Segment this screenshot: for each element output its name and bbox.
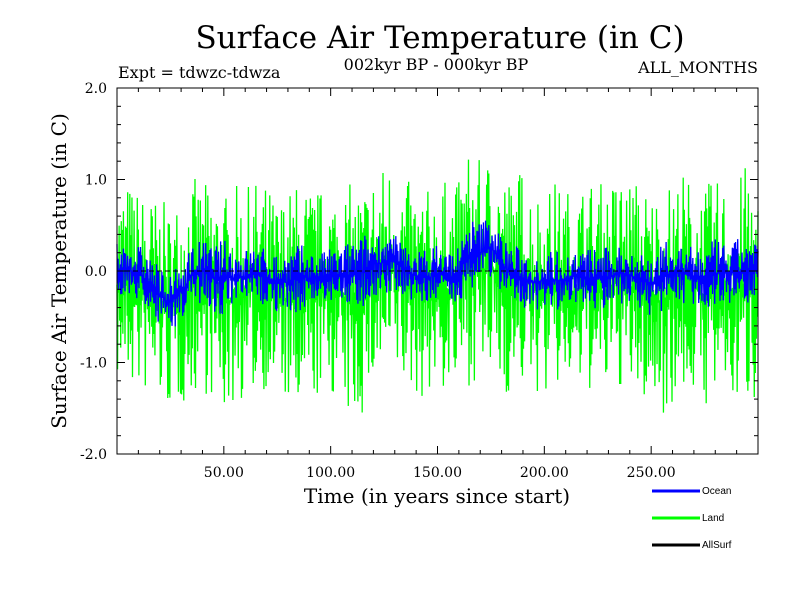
chart-subtitle-left: Expt = tdwzc-tdwza bbox=[118, 63, 281, 82]
legend-label-land: Land bbox=[702, 513, 724, 524]
legend-label-allsurf: AllSurf bbox=[702, 540, 732, 551]
series-line-ocean bbox=[116, 220, 759, 327]
x-tick-label: 150.00 bbox=[413, 465, 462, 481]
series-land bbox=[116, 159, 759, 413]
series-line-land bbox=[116, 159, 759, 413]
y-tick-label: -1.0 bbox=[80, 356, 107, 372]
y-tick-label: -2.0 bbox=[80, 447, 107, 463]
legend: Ocean Land AllSurf bbox=[652, 486, 732, 551]
chart-title: Surface Air Temperature (in C) bbox=[195, 20, 684, 56]
chart-subtitle-center: 002kyr BP - 000kyr BP bbox=[344, 55, 529, 74]
chart-subtitle-right: ALL_MONTHS bbox=[637, 58, 758, 77]
y-tick-label: 2.0 bbox=[85, 81, 107, 97]
x-tick-label: 200.00 bbox=[520, 465, 569, 481]
x-axis: 50.00 100.00 150.00 200.00 250.00 bbox=[137, 88, 738, 481]
y-tick-label: 1.0 bbox=[85, 173, 107, 189]
x-tick-label: 100.00 bbox=[306, 465, 355, 481]
x-tick-label: 250.00 bbox=[627, 465, 676, 481]
x-axis-label: Time (in years since start) bbox=[304, 484, 570, 508]
plot-data bbox=[116, 159, 759, 413]
y-tick-label: 0.0 bbox=[85, 264, 107, 280]
x-tick-label: 50.00 bbox=[204, 465, 244, 481]
y-axis-label: Surface Air Temperature (in C) bbox=[47, 113, 71, 429]
y-axis: -2.0 -1.0 0.0 1.0 2.0 bbox=[80, 81, 758, 463]
legend-label-ocean: Ocean bbox=[702, 486, 731, 497]
series-ocean bbox=[116, 220, 759, 327]
